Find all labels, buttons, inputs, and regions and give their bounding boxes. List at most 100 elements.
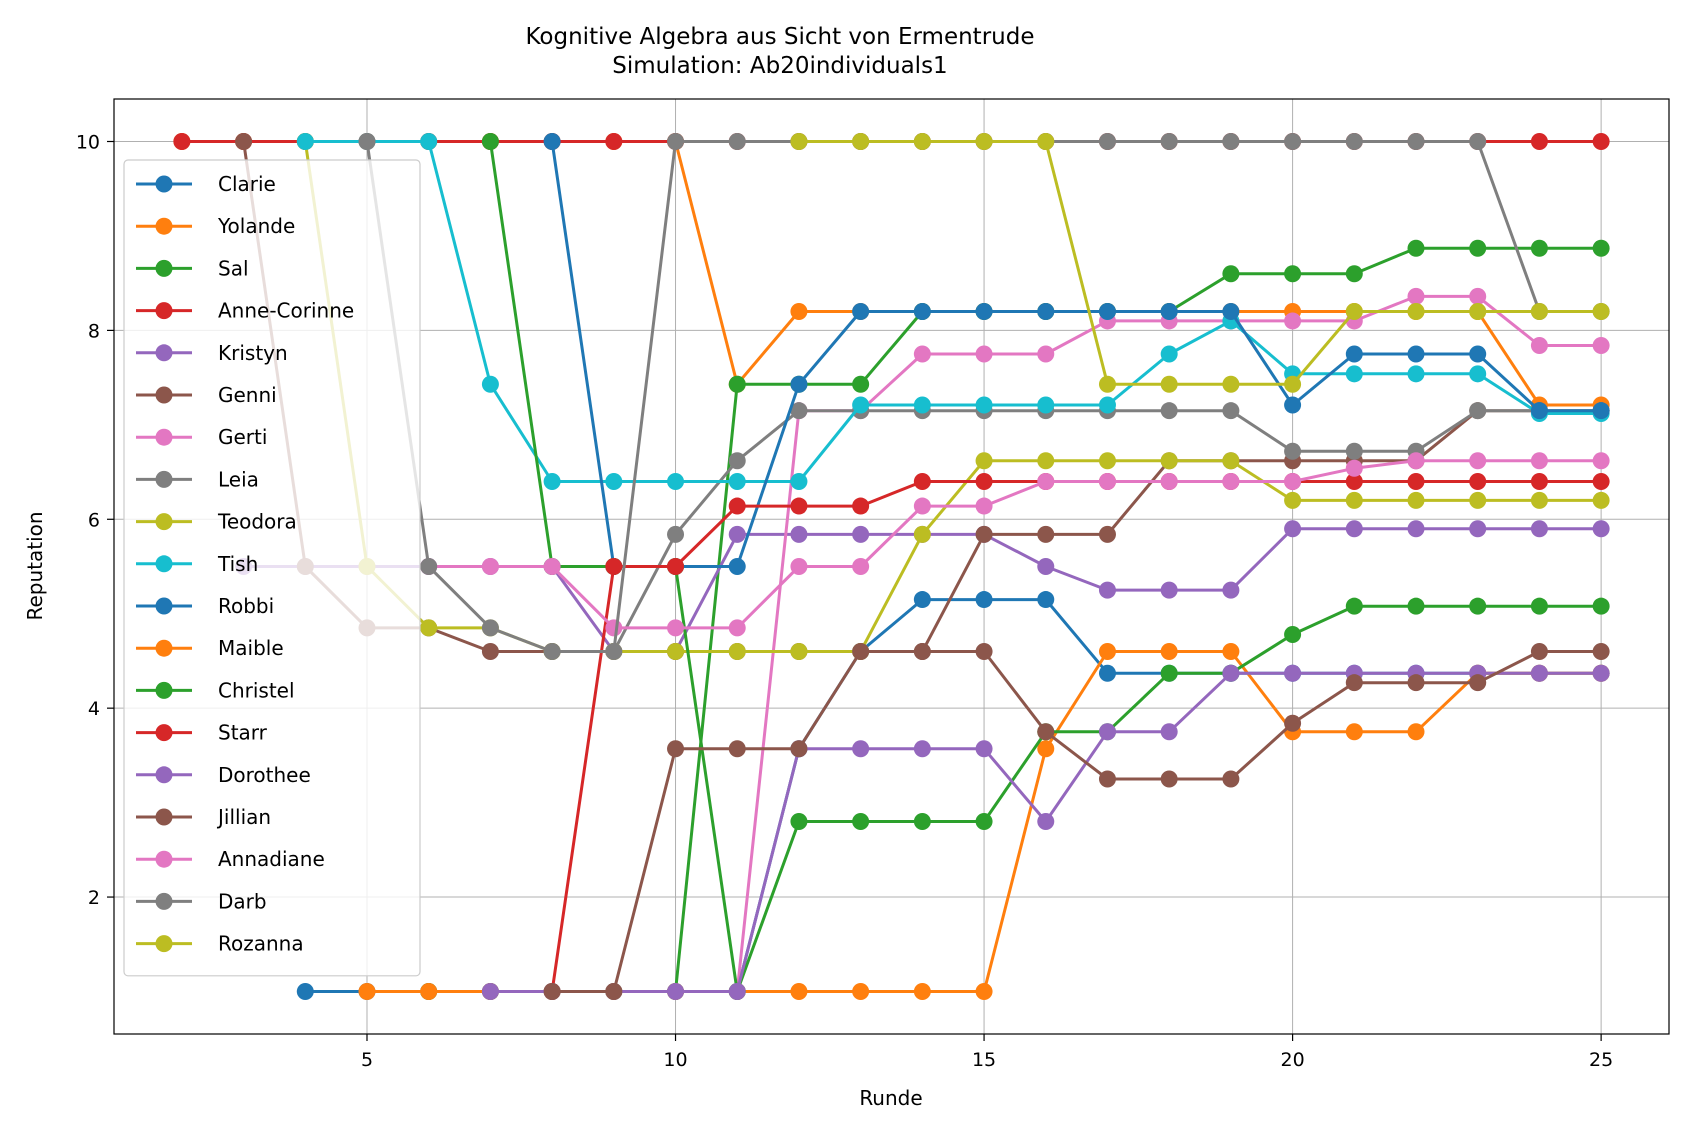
legend-swatch-marker bbox=[155, 513, 173, 531]
legend-swatch-marker bbox=[155, 850, 173, 868]
data-point-dorothee bbox=[1530, 664, 1548, 682]
data-point-dorothee bbox=[481, 983, 499, 1000]
data-point-darb bbox=[1345, 133, 1363, 150]
data-point-darb bbox=[543, 643, 561, 660]
legend-item: Genni bbox=[136, 383, 277, 407]
data-point-starr bbox=[1345, 473, 1363, 490]
data-point-jillian bbox=[1284, 714, 1302, 732]
data-point-kristyn bbox=[1592, 520, 1610, 538]
legend-item: Darb bbox=[136, 889, 267, 913]
data-point-dorothee bbox=[975, 740, 993, 758]
data-point-darb bbox=[1284, 133, 1302, 150]
data-point-teodora bbox=[1469, 491, 1487, 509]
data-point-teodora bbox=[790, 643, 808, 660]
legend-label: Christel bbox=[218, 678, 295, 702]
legend-swatch-marker bbox=[155, 639, 173, 657]
series-line-clarie bbox=[305, 598, 1602, 993]
data-point-starr bbox=[790, 497, 808, 515]
data-point-dorothee bbox=[667, 983, 685, 1000]
data-point-jillian bbox=[1098, 770, 1116, 788]
data-point-dorothee bbox=[728, 983, 746, 1000]
data-point-jillian bbox=[1160, 770, 1178, 788]
data-point-kristyn bbox=[1160, 581, 1178, 599]
data-point-robbi bbox=[1407, 345, 1425, 363]
data-point-clarie bbox=[1098, 664, 1116, 682]
data-point-tish bbox=[543, 473, 561, 490]
legend-item: Maible bbox=[136, 636, 284, 660]
series-teodora bbox=[296, 133, 1610, 660]
data-point-annadiane bbox=[667, 619, 685, 637]
data-point-maible bbox=[420, 983, 438, 1000]
data-point-tish bbox=[420, 133, 438, 150]
x-tick-label: 5 bbox=[361, 1049, 373, 1071]
data-point-annadiane bbox=[605, 619, 623, 637]
data-point-jillian bbox=[790, 740, 808, 758]
data-point-maible bbox=[852, 983, 870, 1000]
data-point-gerti bbox=[1284, 312, 1302, 330]
chart-subtitle: Simulation: Ab20individuals1 bbox=[612, 53, 947, 79]
data-point-starr bbox=[1407, 473, 1425, 490]
data-point-teodora bbox=[1160, 452, 1178, 470]
data-point-robbi bbox=[1037, 303, 1055, 320]
data-point-kristyn bbox=[1345, 520, 1363, 538]
data-point-dorothee bbox=[1592, 664, 1610, 682]
legend-label: Robbi bbox=[218, 594, 274, 618]
legend-swatch-marker bbox=[155, 302, 173, 320]
legend-swatch-marker bbox=[155, 344, 173, 362]
data-point-jillian bbox=[667, 740, 685, 758]
data-point-genni bbox=[1098, 525, 1116, 543]
legend-item: Starr bbox=[136, 721, 268, 745]
data-point-tish bbox=[975, 396, 993, 414]
data-point-yolande bbox=[790, 303, 808, 320]
data-point-christel bbox=[1469, 597, 1487, 615]
data-point-starr bbox=[728, 497, 746, 515]
x-tick-label: 20 bbox=[1280, 1049, 1304, 1071]
data-point-christel bbox=[1407, 597, 1425, 615]
data-point-sal bbox=[1530, 239, 1548, 257]
legend-swatch-marker bbox=[155, 217, 173, 235]
data-point-jillian bbox=[852, 643, 870, 660]
data-point-annadiane bbox=[1345, 459, 1363, 477]
legend-item: Tish bbox=[136, 552, 258, 576]
legend-item: Gerti bbox=[136, 425, 267, 449]
legend-box bbox=[123, 159, 421, 977]
data-point-gerti bbox=[913, 345, 931, 363]
data-point-clarie bbox=[296, 983, 314, 1000]
legend-item: Yolande bbox=[136, 214, 295, 238]
series-dorothee bbox=[481, 664, 1610, 1000]
data-point-dorothee bbox=[913, 740, 931, 758]
data-point-gerti bbox=[1037, 345, 1055, 363]
data-point-dorothee bbox=[1037, 813, 1055, 830]
legend-swatch-marker bbox=[155, 175, 173, 193]
legend-label: Jillian bbox=[216, 805, 271, 829]
data-point-annadiane bbox=[1469, 452, 1487, 470]
data-point-tish bbox=[605, 473, 623, 490]
legend-item: Dorothee bbox=[136, 763, 311, 787]
data-point-maible bbox=[913, 983, 931, 1000]
data-point-leia bbox=[667, 525, 685, 543]
data-point-dorothee bbox=[1222, 664, 1240, 682]
y-tick-label: 10 bbox=[76, 132, 100, 154]
data-point-gerti bbox=[1407, 287, 1425, 305]
data-point-kristyn bbox=[1407, 520, 1425, 538]
data-point-kristyn bbox=[1222, 581, 1240, 599]
data-point-rozanna bbox=[1098, 375, 1116, 393]
data-point-genni bbox=[235, 133, 253, 150]
data-point-maible bbox=[1037, 740, 1055, 758]
data-point-robbi bbox=[1222, 303, 1240, 320]
data-point-leia bbox=[790, 402, 808, 420]
data-point-teodora bbox=[1098, 452, 1116, 470]
data-point-tish bbox=[1407, 365, 1425, 383]
data-point-tish bbox=[1098, 396, 1116, 414]
legend-item: Annadiane bbox=[136, 847, 325, 871]
data-point-christel bbox=[913, 813, 931, 830]
legend-swatch-marker bbox=[155, 597, 173, 615]
data-point-gerti bbox=[1592, 337, 1610, 354]
data-point-sal bbox=[1284, 265, 1302, 283]
series-line-dorothee bbox=[490, 671, 1602, 993]
legend-swatch-marker bbox=[155, 470, 173, 488]
legend-label: Genni bbox=[218, 383, 277, 407]
data-point-darb bbox=[481, 619, 499, 637]
data-point-teodora bbox=[1592, 491, 1610, 509]
legend-label: Clarie bbox=[218, 172, 276, 196]
